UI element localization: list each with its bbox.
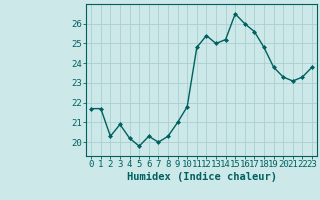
X-axis label: Humidex (Indice chaleur): Humidex (Indice chaleur) (127, 172, 276, 182)
